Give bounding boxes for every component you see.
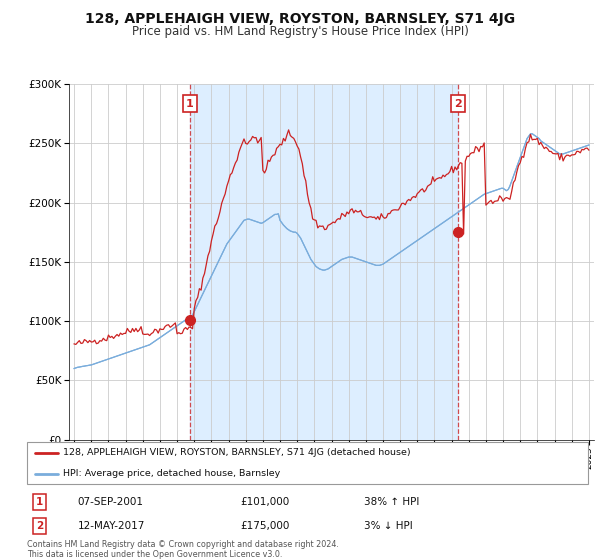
Text: 1: 1 (36, 497, 43, 507)
Text: Contains HM Land Registry data © Crown copyright and database right 2024.
This d: Contains HM Land Registry data © Crown c… (27, 540, 339, 559)
Text: 1: 1 (186, 99, 194, 109)
Text: 07-SEP-2001: 07-SEP-2001 (77, 497, 143, 507)
Text: 128, APPLEHAIGH VIEW, ROYSTON, BARNSLEY, S71 4JG: 128, APPLEHAIGH VIEW, ROYSTON, BARNSLEY,… (85, 12, 515, 26)
Text: £175,000: £175,000 (240, 521, 290, 531)
Text: £101,000: £101,000 (240, 497, 289, 507)
Text: 128, APPLEHAIGH VIEW, ROYSTON, BARNSLEY, S71 4JG (detached house): 128, APPLEHAIGH VIEW, ROYSTON, BARNSLEY,… (64, 449, 411, 458)
Text: 12-MAY-2017: 12-MAY-2017 (77, 521, 145, 531)
Text: 2: 2 (36, 521, 43, 531)
Text: 2: 2 (454, 99, 462, 109)
FancyBboxPatch shape (27, 442, 588, 484)
Text: Price paid vs. HM Land Registry's House Price Index (HPI): Price paid vs. HM Land Registry's House … (131, 25, 469, 38)
Text: 38% ↑ HPI: 38% ↑ HPI (364, 497, 419, 507)
Text: HPI: Average price, detached house, Barnsley: HPI: Average price, detached house, Barn… (64, 469, 281, 478)
Bar (190, 84, 458, 440)
Text: 3% ↓ HPI: 3% ↓ HPI (364, 521, 412, 531)
